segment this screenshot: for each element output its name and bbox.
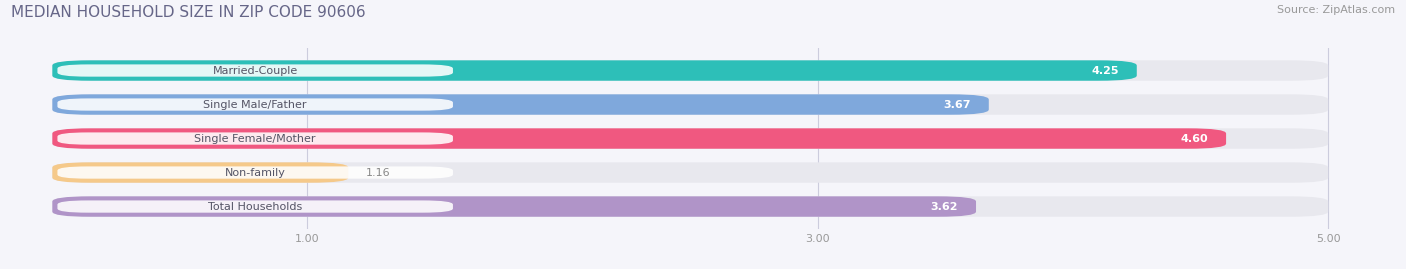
FancyBboxPatch shape xyxy=(52,128,1329,149)
Text: Non-family: Non-family xyxy=(225,168,285,178)
FancyBboxPatch shape xyxy=(52,60,1329,81)
Text: 3.67: 3.67 xyxy=(943,100,972,109)
FancyBboxPatch shape xyxy=(52,196,976,217)
FancyBboxPatch shape xyxy=(52,162,1329,183)
FancyBboxPatch shape xyxy=(52,128,1226,149)
Text: 3.62: 3.62 xyxy=(931,201,957,211)
Text: Single Female/Mother: Single Female/Mother xyxy=(194,133,316,144)
Text: MEDIAN HOUSEHOLD SIZE IN ZIP CODE 90606: MEDIAN HOUSEHOLD SIZE IN ZIP CODE 90606 xyxy=(11,5,366,20)
FancyBboxPatch shape xyxy=(52,94,988,115)
Text: Married-Couple: Married-Couple xyxy=(212,66,298,76)
Text: Source: ZipAtlas.com: Source: ZipAtlas.com xyxy=(1277,5,1395,15)
FancyBboxPatch shape xyxy=(58,200,453,213)
FancyBboxPatch shape xyxy=(58,167,453,179)
Text: 4.60: 4.60 xyxy=(1181,133,1208,144)
Text: Total Households: Total Households xyxy=(208,201,302,211)
Text: 1.16: 1.16 xyxy=(366,168,391,178)
Text: Single Male/Father: Single Male/Father xyxy=(204,100,307,109)
FancyBboxPatch shape xyxy=(52,60,1137,81)
FancyBboxPatch shape xyxy=(52,94,1329,115)
Text: 4.25: 4.25 xyxy=(1091,66,1119,76)
FancyBboxPatch shape xyxy=(58,98,453,111)
FancyBboxPatch shape xyxy=(52,196,1329,217)
FancyBboxPatch shape xyxy=(58,64,453,77)
FancyBboxPatch shape xyxy=(58,132,453,145)
FancyBboxPatch shape xyxy=(52,162,349,183)
